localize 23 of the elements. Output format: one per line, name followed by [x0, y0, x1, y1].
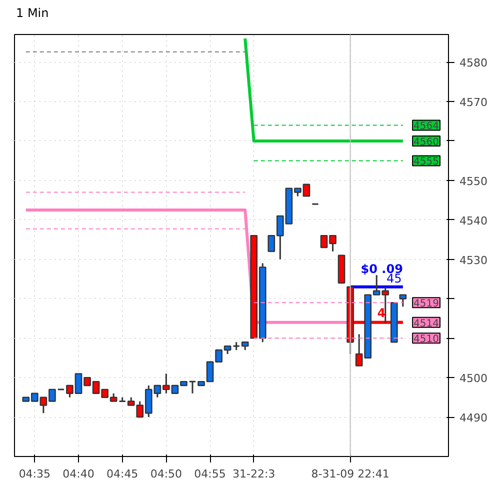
data-label: 4514: [414, 318, 440, 330]
candlestick: [188, 380, 196, 394]
data-label: 4560: [414, 136, 440, 148]
y-tick-label: 4570: [460, 96, 488, 110]
candlestick: [399, 294, 407, 308]
data-label: 4510: [414, 334, 440, 346]
x-tick-label: 04:35: [18, 468, 51, 480]
x-tick-label: 04:40: [62, 468, 94, 480]
x-tick-label: 04:50: [150, 468, 182, 480]
x-tick-label: 8-31-09 22:41: [311, 468, 390, 480]
data-label: 4519: [414, 298, 440, 310]
y-tick-label: 4530: [460, 254, 488, 267]
y-tick-label: 4580: [460, 56, 488, 70]
data-label: 4555: [414, 156, 440, 168]
y-tick-label: 4540: [460, 214, 488, 228]
y-tick-label: 4550: [460, 174, 488, 188]
x-tick-label: 04:45: [106, 468, 138, 480]
chart-title: 1 Min: [16, 5, 49, 22]
x-tick-label: 31-22:3: [232, 468, 276, 480]
y-tick-label: 4500: [460, 372, 488, 386]
data-label: 4564: [414, 121, 440, 132]
x-tick-label: 04:55: [194, 468, 226, 480]
y-tick-label: 4490: [460, 412, 488, 425]
